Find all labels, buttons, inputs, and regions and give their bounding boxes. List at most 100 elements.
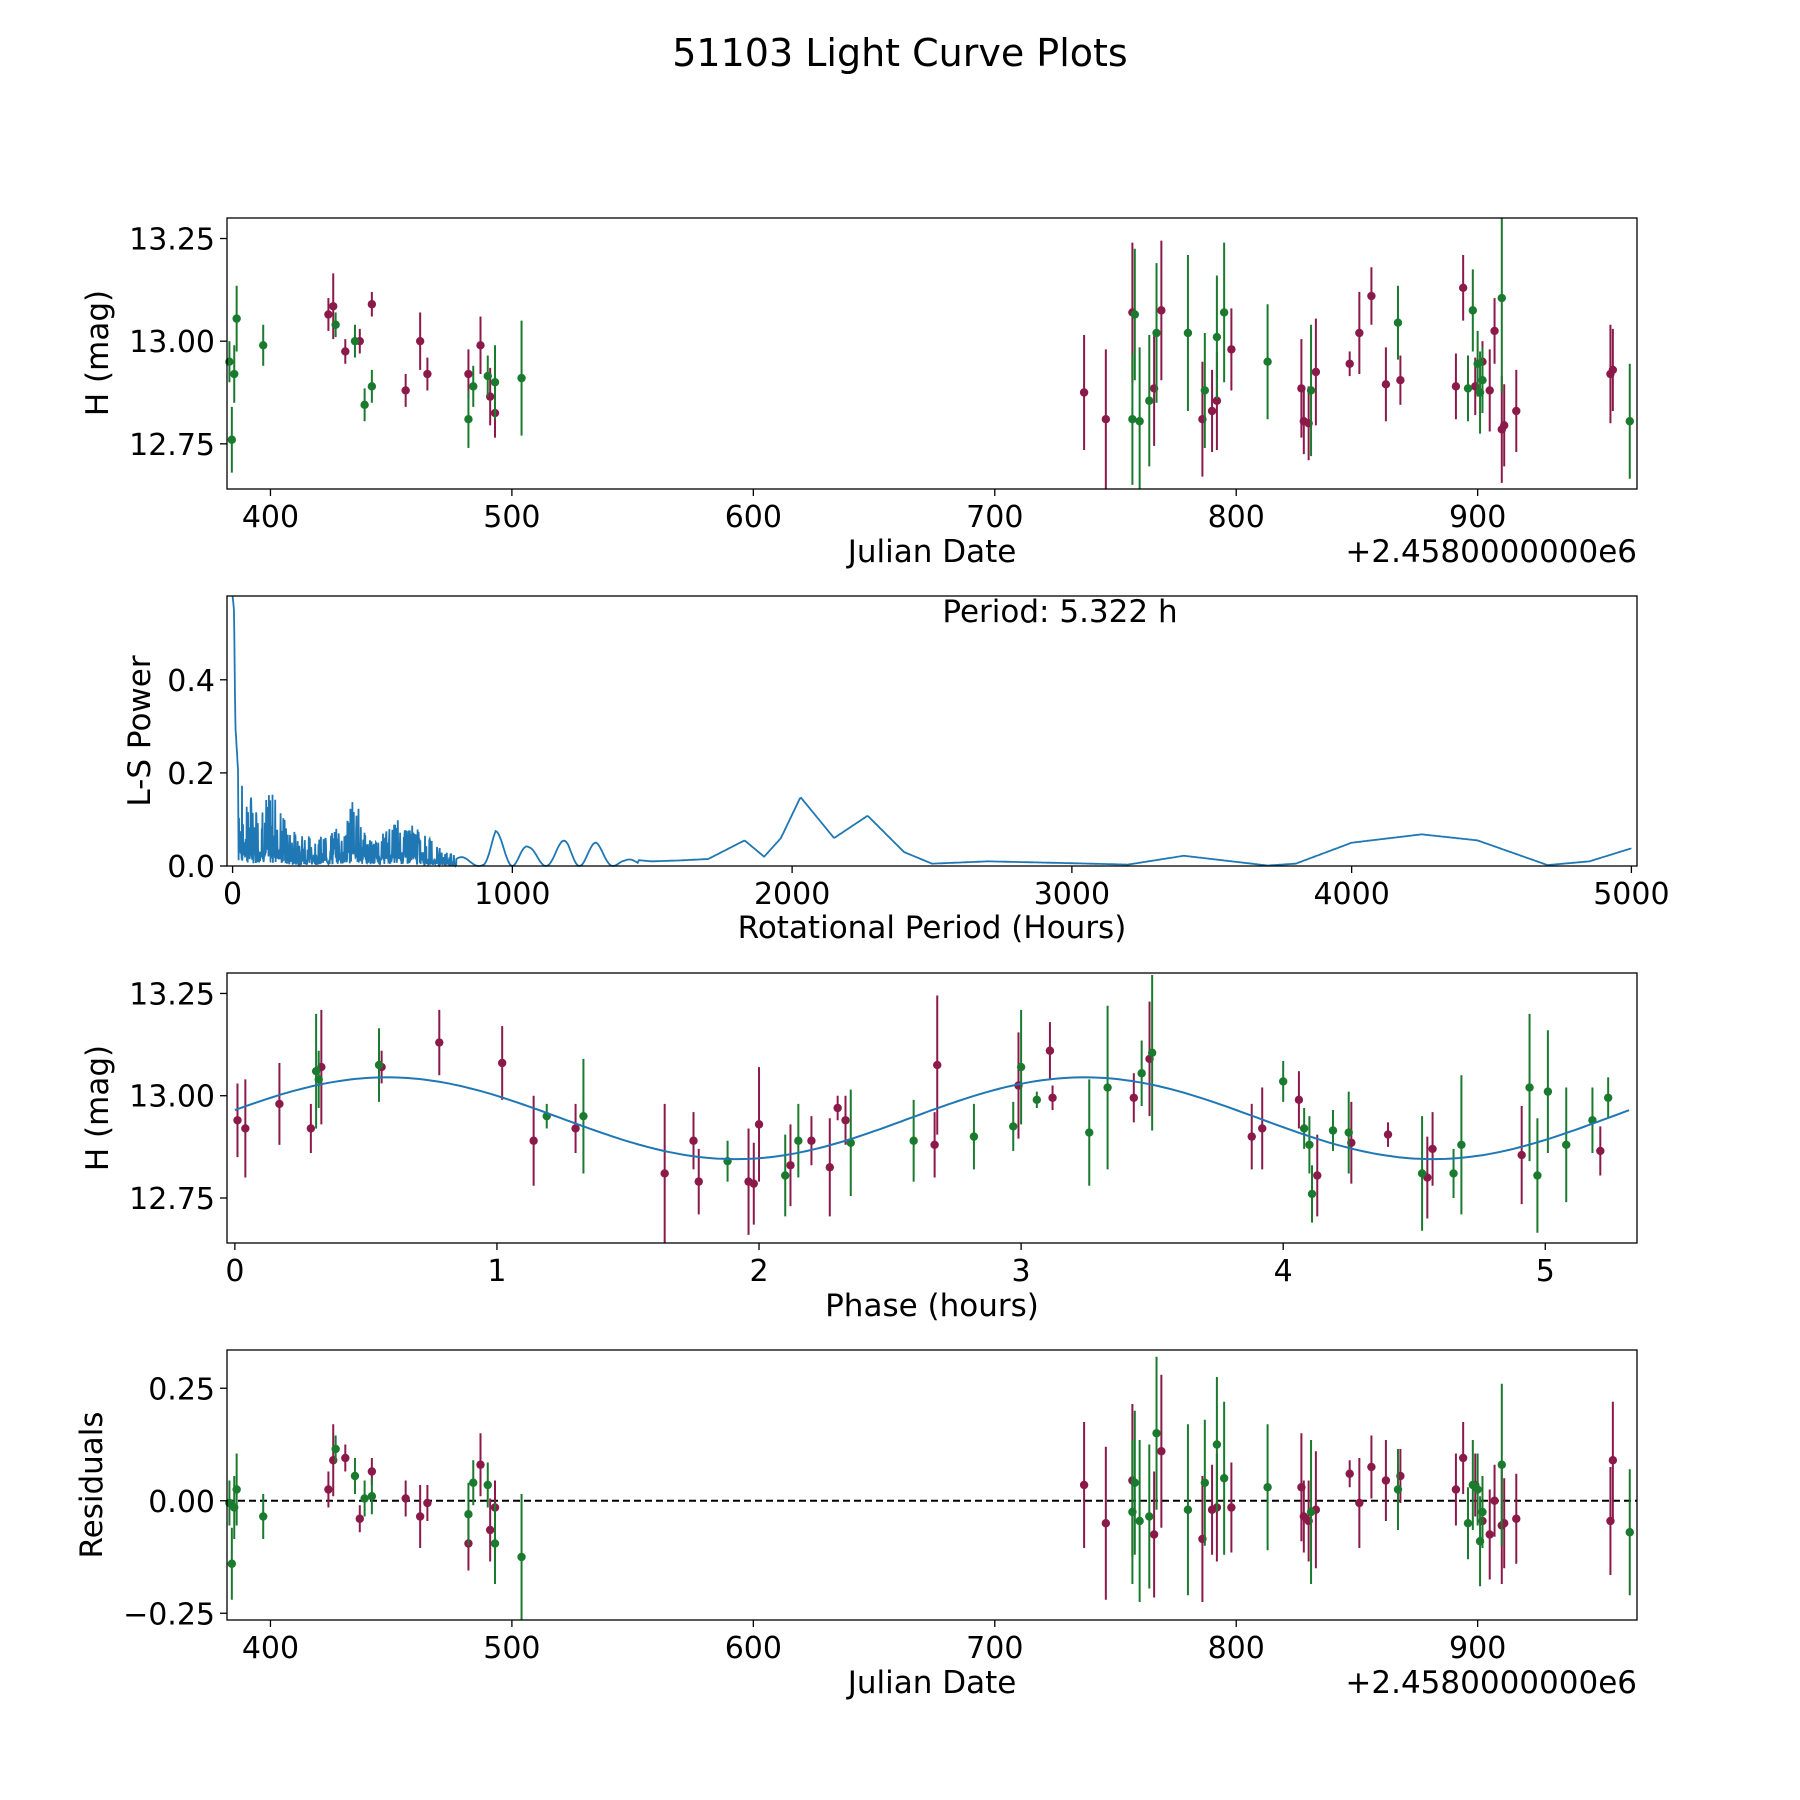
- lightcurve-point-filter_a: [329, 302, 338, 311]
- lightcurve-xtick-label: 400: [242, 500, 299, 535]
- residuals-point-filter_a: [1367, 1462, 1376, 1472]
- phase-point-filter_b: [1032, 1095, 1042, 1105]
- lightcurve-point-filter_b: [1497, 293, 1506, 303]
- residuals-point-filter_a: [367, 1467, 377, 1476]
- lightcurve-point-filter_a: [1451, 382, 1461, 391]
- residuals-marks: [225, 1356, 1637, 1620]
- lightcurve-axes-frame: [226, 217, 1638, 490]
- phase-axes-frame: [226, 972, 1638, 1244]
- periodogram-xtick-label: 1000: [474, 877, 550, 912]
- phase-point-filter_a: [1428, 1144, 1437, 1154]
- lightcurve-point-filter_a: [1608, 365, 1618, 375]
- residuals-point-filter_b: [1393, 1485, 1403, 1494]
- lightcurve-point-filter_a: [415, 336, 425, 346]
- phase-point-filter_a: [1258, 1124, 1267, 1133]
- residuals-point-filter_b: [1130, 1478, 1140, 1487]
- phase-point-filter_a: [1383, 1130, 1393, 1139]
- lightcurve-point-filter_b: [1306, 386, 1316, 395]
- residuals-ytick-label: 0.25: [148, 1372, 215, 1407]
- lightcurve-point-filter_a: [1396, 375, 1405, 385]
- residuals-panel: 400 500 600 700 800 900 −0.25 0.00 0.25 Julian D…: [74, 1349, 1638, 1701]
- lightcurve-ylabel: H (mag): [80, 290, 116, 416]
- lightcurve-point-filter_b: [1200, 386, 1210, 395]
- period-annotation: Period: 5.322 h: [942, 594, 1177, 630]
- residuals-point-filter_a: [1381, 1476, 1391, 1485]
- lightcurve-ticks: 400 500 600 700 800 900 12.75 13.00 13.25: [129, 223, 1506, 535]
- residuals-point-filter_b: [1135, 1516, 1144, 1526]
- phase-point-filter_b: [1533, 1171, 1542, 1180]
- residuals-point-filter_a: [1458, 1453, 1468, 1463]
- lightcurve-point-filter_b: [227, 435, 237, 444]
- phase-point-filter_a: [933, 1060, 942, 1070]
- phase-point-filter_b: [1016, 1062, 1026, 1072]
- phase-point-filter_a: [1129, 1093, 1139, 1102]
- residuals-point-filter_b: [1625, 1528, 1634, 1537]
- phase-point-filter_a: [1247, 1132, 1256, 1141]
- lightcurve-point-filter_a: [1381, 380, 1391, 389]
- lightcurve-point-filter_b: [1625, 417, 1634, 426]
- lightcurve-point-filter_b: [367, 382, 377, 391]
- periodogram-ticks: 0 1000 2000 3000 4000 5000 0.0 0.2 0.4: [167, 664, 1669, 912]
- phase-point-filter_a: [1048, 1093, 1057, 1102]
- residuals-point-filter_a: [1608, 1456, 1618, 1465]
- residuals-point-filter_a: [1149, 1530, 1159, 1539]
- lightcurve-point-filter_a: [401, 386, 410, 395]
- phase-point-filter_a: [1294, 1095, 1304, 1105]
- phase-point-filter_a: [1045, 1046, 1055, 1055]
- residuals-point-filter_b: [227, 1559, 237, 1568]
- periodogram-panel: 0 1000 2000 3000 4000 5000 0.0 0.2 0.4 Period: 5…: [122, 594, 1670, 946]
- phase-point-filter_a: [1313, 1171, 1322, 1180]
- lightcurve-ytick-label: 13.00: [129, 325, 215, 360]
- lightcurve-point-filter_b: [1135, 417, 1144, 426]
- residuals-point-filter_a: [415, 1512, 425, 1521]
- residuals-point-filter_b: [1463, 1519, 1473, 1528]
- lightcurve-point-filter_b: [331, 320, 340, 329]
- phase-point-filter_a: [1517, 1150, 1526, 1160]
- lightcurve-point-filter_a: [1311, 367, 1321, 377]
- residuals-point-filter_a: [1355, 1498, 1364, 1508]
- residuals-point-filter_a: [1079, 1480, 1089, 1490]
- lightcurve-point-filter_a: [1500, 421, 1509, 430]
- lightcurve-point-filter_b: [1128, 414, 1137, 424]
- lightcurve-point-filter_a: [464, 369, 473, 379]
- phase-point-filter_a: [694, 1177, 703, 1186]
- phase-point-filter_b: [1009, 1122, 1018, 1131]
- residuals-point-filter_b: [331, 1444, 340, 1454]
- phase-point-filter_b: [1085, 1128, 1094, 1137]
- lightcurve-point-filter_a: [1207, 406, 1217, 416]
- lightcurve-point-filter_b: [1145, 396, 1154, 405]
- phase-xtick-label: 4: [1274, 1254, 1293, 1289]
- phase-model-curve: [234, 1076, 1630, 1161]
- phase-point-filter_b: [781, 1171, 790, 1180]
- periodogram-axes-frame: [226, 595, 1638, 867]
- residuals-point-filter_b: [1212, 1440, 1222, 1449]
- lightcurve-point-filter_a: [1458, 283, 1468, 293]
- residuals-point-filter_b: [517, 1552, 526, 1562]
- phase-point-filter_b: [1543, 1087, 1553, 1096]
- lightcurve-xtick-label: 600: [725, 500, 782, 535]
- phase-point-filter_b: [1278, 1077, 1288, 1086]
- phase-xtick-label: 0: [225, 1254, 244, 1289]
- lightcurve-point-filter_a: [1485, 386, 1494, 395]
- lightcurve-point-filter_b: [1468, 306, 1478, 315]
- lightcurve-xtick-label: 900: [1449, 500, 1506, 535]
- residuals-point-filter_a: [1606, 1516, 1615, 1526]
- lightcurve-point-filter_a: [423, 369, 432, 379]
- periodogram-ytick-label: 0.0: [167, 850, 215, 885]
- residuals-point-filter_b: [464, 1510, 473, 1519]
- residuals-ylabel: Residuals: [74, 1411, 110, 1558]
- lightcurve-point-filter_b: [1463, 384, 1473, 393]
- lightcurve-point-filter_b: [259, 341, 268, 350]
- phase-point-filter_b: [1603, 1093, 1613, 1102]
- residuals-point-filter_a: [1345, 1469, 1354, 1478]
- residuals-xtick-label: 600: [725, 1631, 782, 1666]
- lightcurve-point-filter_b: [1183, 328, 1193, 338]
- lightcurve-point-filter_a: [476, 341, 485, 350]
- periodogram-xtick-label: 0: [223, 877, 242, 912]
- phase-point-filter_b: [314, 1075, 323, 1084]
- lightcurve-panel: 400 500 600 700 800 900 12.75 13.00 13.25 Julian…: [80, 217, 1638, 570]
- residuals-point-filter_a: [401, 1494, 410, 1503]
- residuals-point-filter_a: [476, 1460, 485, 1469]
